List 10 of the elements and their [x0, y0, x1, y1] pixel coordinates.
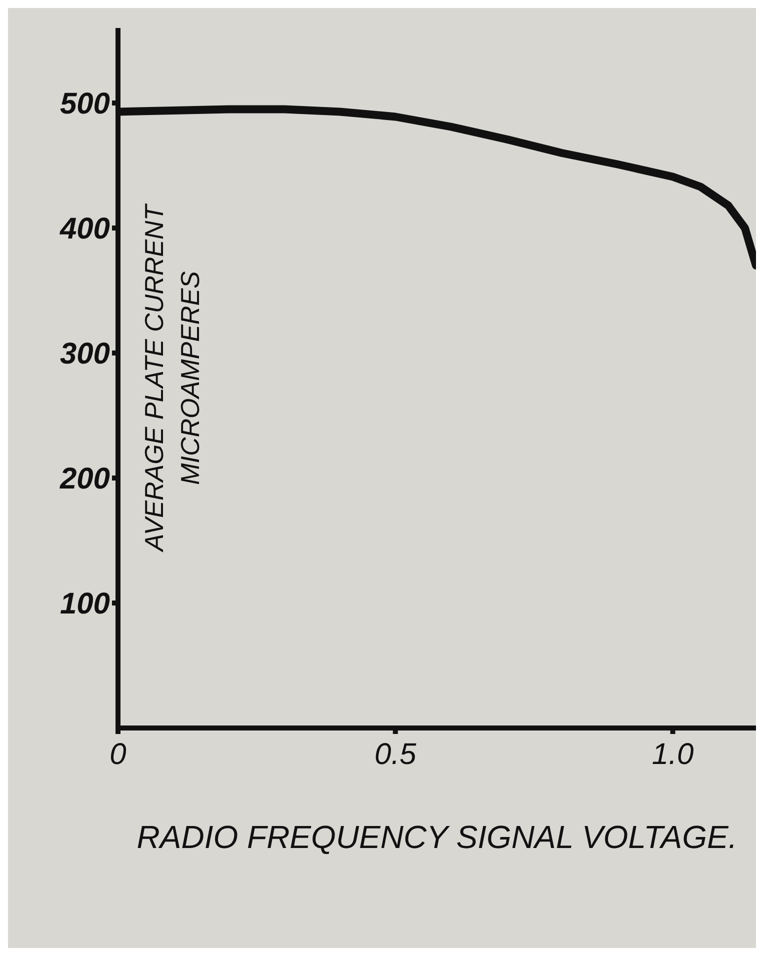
x-tick-label: 0 — [110, 738, 127, 771]
y-tick-label: 400 — [58, 212, 110, 246]
y-tick-label: 200 — [58, 462, 110, 496]
y-axis-title: AVERAGE PLATE CURRENT MICROAMPERES — [139, 202, 205, 554]
x-tick-label: 0.5 — [374, 738, 417, 771]
y-tick-label: 100 — [60, 588, 110, 621]
y-tick-label: 500 — [60, 88, 110, 121]
x-axis-title: RADIO FREQUENCY SIGNAL VOLTAGE. — [136, 819, 738, 855]
y-tick-label: 300 — [60, 338, 110, 371]
x-tick-label: 1.0 — [652, 738, 694, 771]
